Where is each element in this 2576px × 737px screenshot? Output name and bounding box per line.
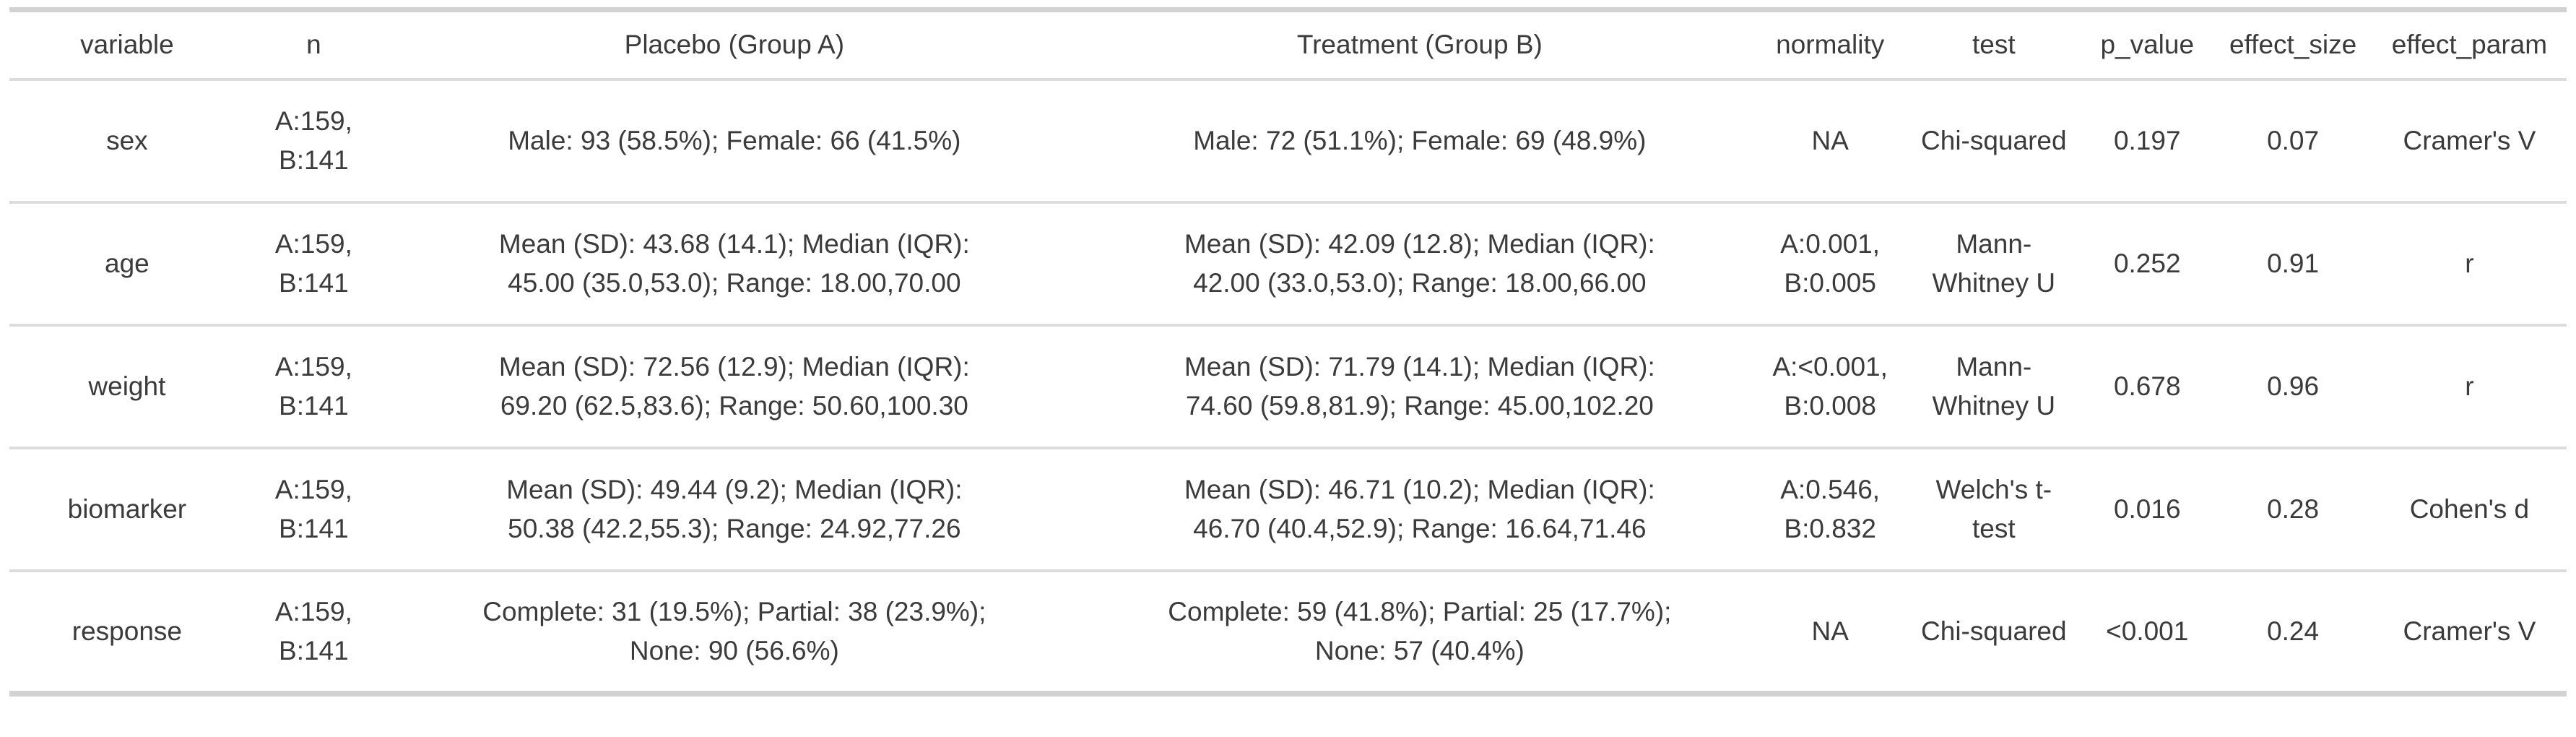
cell-variable: age	[105, 248, 149, 278]
column-header-variable: variable	[80, 30, 174, 60]
table-header: variable n Placebo (Group A) Treatment (…	[9, 10, 2567, 79]
cell-normality: A:<0.001, B:0.008	[1772, 351, 1888, 421]
statistics-summary-table: variable n Placebo (Group A) Treatment (…	[9, 7, 2567, 697]
column-header-n: n	[306, 30, 321, 60]
column-header-test: test	[1972, 30, 2016, 60]
cell-normality: A:0.001, B:0.005	[1780, 228, 1881, 298]
column-header-effect-size: effect_size	[2229, 30, 2357, 60]
table-body: sex A:159, B:141 Male: 93 (58.5%); Femal…	[9, 79, 2567, 694]
cell-n: A:159, B:141	[274, 228, 352, 298]
cell-test: Chi-squared	[1921, 616, 2067, 646]
cell-treatment: Mean (SD): 42.09 (12.8); Median (IQR): 4…	[1184, 228, 1655, 298]
cell-effect-size: 0.91	[2267, 248, 2320, 278]
cell-n: A:159, B:141	[274, 105, 352, 175]
cell-p-value: 0.678	[2113, 371, 2181, 401]
cell-treatment: Male: 72 (51.1%); Female: 69 (48.9%)	[1193, 125, 1647, 155]
cell-test: Welch's t- test	[1935, 474, 2052, 543]
cell-effect-param: Cohen's d	[2409, 494, 2530, 524]
table-row-sex: sex A:159, B:141 Male: 93 (58.5%); Femal…	[9, 79, 2567, 202]
cell-n: A:159, B:141	[274, 596, 352, 665]
column-header-normality: normality	[1776, 30, 1885, 60]
cell-variable: response	[71, 616, 182, 646]
cell-test: Mann- Whitney U	[1932, 351, 2056, 421]
cell-effect-param: Cramer's V	[2403, 125, 2536, 155]
cell-effect-size: 0.96	[2267, 371, 2320, 401]
table-row-weight: weight A:159, B:141 Mean (SD): 72.56 (12…	[9, 325, 2567, 448]
cell-normality: A:0.546, B:0.832	[1780, 474, 1881, 543]
cell-placebo: Mean (SD): 72.56 (12.9); Median (IQR): 6…	[498, 351, 970, 421]
cell-effect-size: 0.07	[2267, 125, 2320, 155]
cell-p-value: <0.001	[2106, 616, 2189, 646]
statistics-summary-table-container: variable n Placebo (Group A) Treatment (…	[9, 7, 2567, 697]
cell-effect-param: Cramer's V	[2403, 616, 2536, 646]
cell-n: A:159, B:141	[274, 351, 352, 421]
cell-treatment: Mean (SD): 46.71 (10.2); Median (IQR): 4…	[1184, 474, 1655, 543]
cell-variable: weight	[88, 371, 166, 401]
header-row: variable n Placebo (Group A) Treatment (…	[9, 10, 2567, 79]
column-header-treatment: Treatment (Group B)	[1296, 30, 1543, 60]
cell-placebo: Complete: 31 (19.5%); Partial: 38 (23.9%…	[482, 596, 986, 665]
column-header-effect-param: effect_param	[2391, 30, 2548, 60]
table-row-response: response A:159, B:141 Complete: 31 (19.5…	[9, 571, 2567, 694]
cell-test: Mann- Whitney U	[1932, 228, 2056, 298]
cell-placebo: Mean (SD): 43.68 (14.1); Median (IQR): 4…	[498, 228, 970, 298]
table-row-biomarker: biomarker A:159, B:141 Mean (SD): 49.44 …	[9, 448, 2567, 571]
column-header-placebo: Placebo (Group A)	[624, 30, 845, 60]
cell-placebo: Male: 93 (58.5%); Female: 66 (41.5%)	[508, 125, 961, 155]
cell-effect-size: 0.28	[2267, 494, 2320, 524]
table-row-age: age A:159, B:141 Mean (SD): 43.68 (14.1)…	[9, 202, 2567, 325]
cell-placebo: Mean (SD): 49.44 (9.2); Median (IQR): 50…	[506, 474, 963, 543]
cell-effect-param: r	[2465, 248, 2474, 278]
cell-n: A:159, B:141	[274, 474, 352, 543]
cell-normality: NA	[1811, 616, 1849, 646]
cell-test: Chi-squared	[1921, 125, 2067, 155]
cell-treatment: Complete: 59 (41.8%); Partial: 25 (17.7%…	[1168, 596, 1672, 665]
cell-treatment: Mean (SD): 71.79 (14.1); Median (IQR): 7…	[1184, 351, 1655, 421]
cell-normality: NA	[1811, 125, 1849, 155]
cell-p-value: 0.252	[2113, 248, 2181, 278]
cell-effect-size: 0.24	[2267, 616, 2320, 646]
cell-effect-param: r	[2465, 371, 2474, 401]
cell-p-value: 0.016	[2113, 494, 2181, 524]
cell-p-value: 0.197	[2113, 125, 2181, 155]
column-header-p-value: p_value	[2100, 30, 2195, 60]
cell-variable: sex	[106, 125, 148, 155]
cell-variable: biomarker	[67, 494, 187, 524]
